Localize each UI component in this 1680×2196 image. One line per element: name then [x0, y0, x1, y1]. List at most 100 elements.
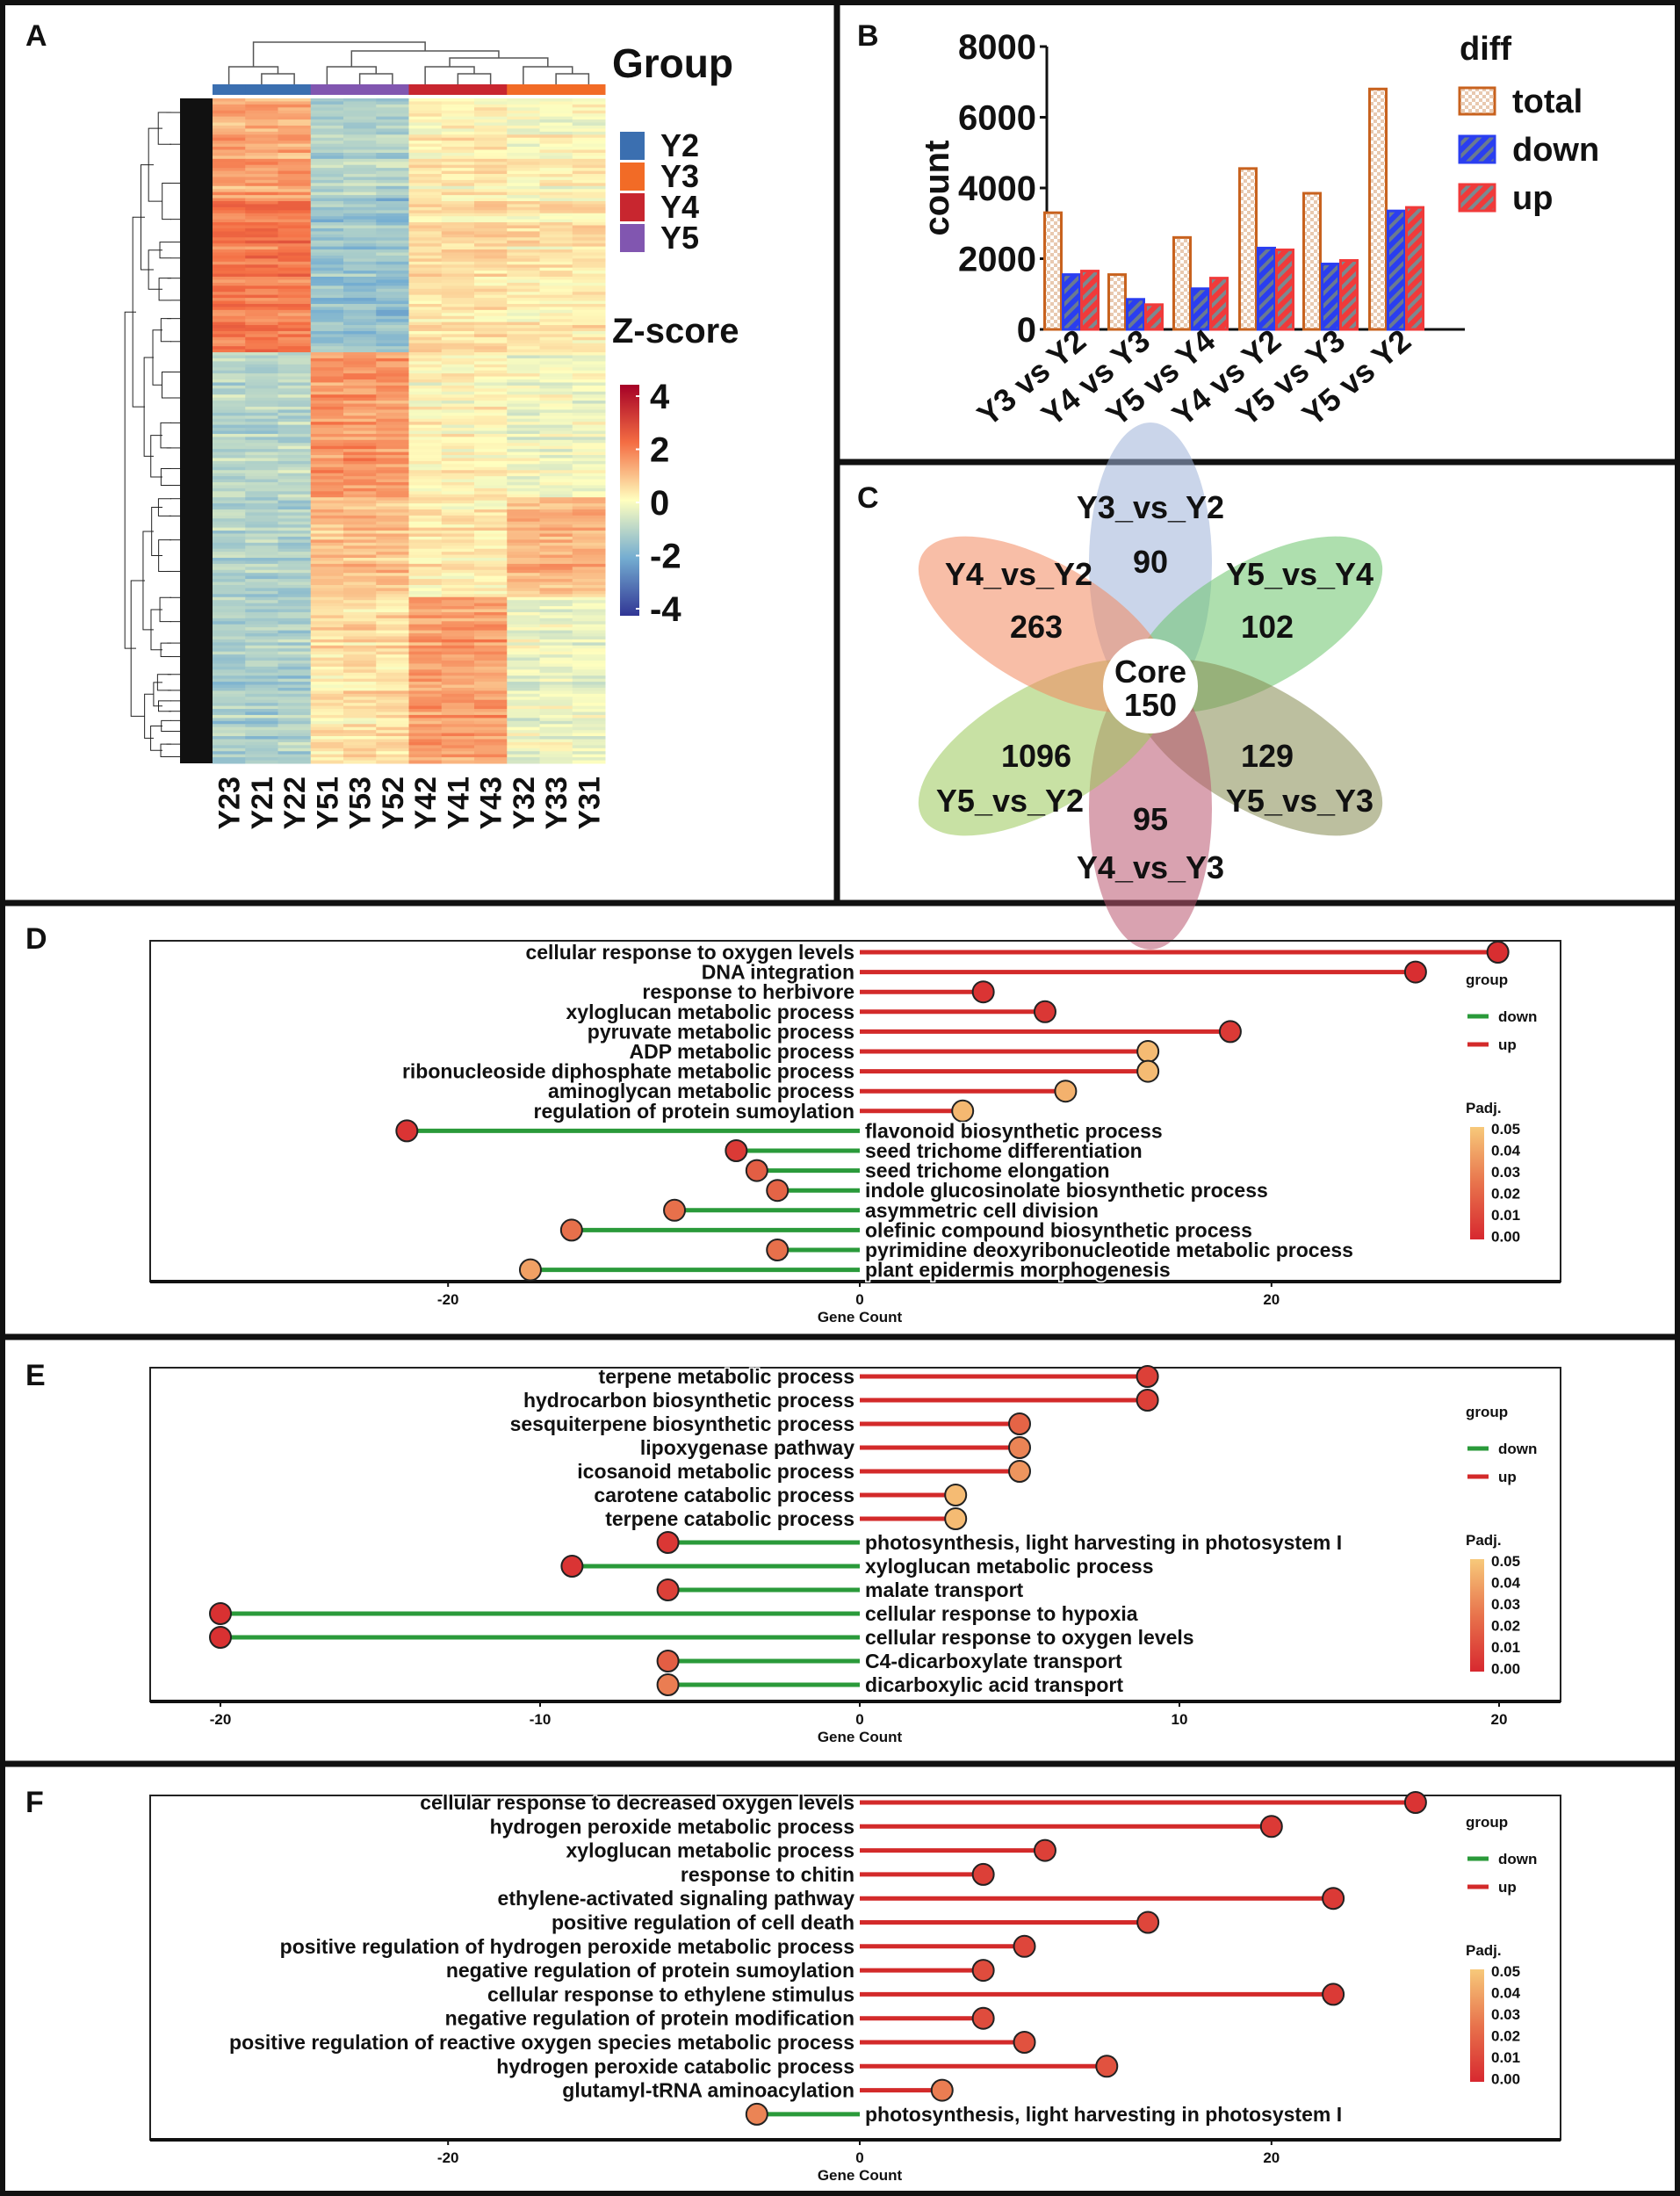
heatmap-cell	[507, 609, 540, 613]
x-tick-label: 20	[1491, 1711, 1508, 1728]
heatmap-cell	[278, 134, 312, 139]
heatmap-cell	[310, 279, 344, 284]
column-label: Y31	[573, 777, 606, 830]
heatmap-cell	[539, 678, 573, 683]
heatmap-cell	[278, 703, 312, 707]
heatmap-cell	[441, 445, 475, 450]
go-term-label: seed trichome differentiation	[865, 1139, 1143, 1162]
heatmap-cell	[310, 277, 344, 280]
heatmap-cell	[310, 606, 344, 610]
heatmap-cell	[507, 309, 540, 314]
heatmap-cell	[539, 231, 573, 235]
heatmap-cell	[376, 633, 409, 637]
bar-total	[1368, 87, 1388, 331]
heatmap-cell	[441, 527, 475, 531]
heatmap-cell	[539, 271, 573, 275]
zscore-legend-title: Z-score	[612, 312, 739, 350]
heatmap-cell	[245, 466, 278, 471]
heatmap-cell	[474, 654, 508, 659]
heatmap-cell	[539, 394, 573, 399]
heatmap-cell	[310, 458, 344, 462]
heatmap-cell	[539, 554, 573, 559]
heatmap-cell	[213, 183, 246, 187]
heatmap-cell	[310, 243, 344, 248]
heatmap-cell	[376, 624, 409, 628]
heatmap-cell	[310, 724, 344, 728]
heatmap-cell	[310, 422, 344, 426]
heatmap-cell	[278, 422, 312, 426]
heatmap-cell	[441, 107, 475, 112]
heatmap-cell	[507, 527, 540, 531]
heatmap-cell	[245, 200, 278, 205]
heatmap-cell	[310, 298, 344, 302]
heatmap-cell	[376, 503, 409, 508]
heatmap-cell	[441, 415, 475, 420]
heatmap-cell	[441, 439, 475, 444]
heatmap-cell	[572, 663, 606, 668]
heatmap-cell	[408, 191, 443, 196]
heatmap-cell	[441, 143, 475, 148]
heatmap-cell	[310, 645, 344, 649]
heatmap-cell	[213, 720, 246, 725]
heatmap-cell	[441, 518, 475, 523]
group-color-bar-cell	[507, 84, 540, 95]
heatmap-cell	[245, 712, 278, 716]
heatmap-cell	[343, 391, 377, 395]
column-label: Y22	[278, 777, 312, 830]
heatmap-cell	[474, 466, 508, 471]
heatmap-cell	[245, 757, 278, 762]
heatmap-cell	[278, 388, 312, 393]
heatmap-cell	[539, 458, 573, 462]
go-term-label: negative regulation of protein sumoylati…	[446, 1959, 854, 1982]
heatmap-cell	[408, 288, 443, 293]
heatmap-cell	[441, 703, 475, 707]
heatmap-cell	[343, 137, 377, 141]
heatmap-cell	[343, 394, 377, 399]
heatmap-cell	[572, 687, 606, 691]
heatmap-cell	[441, 216, 475, 220]
heatmap-cell	[474, 164, 508, 169]
heatmap-cell	[572, 488, 606, 492]
heatmap-cell	[408, 307, 443, 311]
heatmap-cell	[376, 460, 409, 465]
heatmap-cell	[539, 669, 573, 674]
heatmap-cell	[539, 418, 573, 423]
heatmap-cell	[278, 470, 312, 474]
heatmap-cell	[408, 748, 443, 752]
heatmap-cell	[245, 479, 278, 483]
heatmap-cell	[376, 473, 409, 477]
heatmap-cell	[408, 648, 443, 653]
heatmap-cell	[310, 147, 344, 150]
heatmap-cell	[474, 137, 508, 141]
go-term-label: hydrogen peroxide metabolic process	[490, 1815, 854, 1838]
heatmap-cell	[278, 191, 312, 196]
heatmap-cell	[408, 445, 443, 450]
heatmap-cell	[408, 255, 443, 259]
heatmap-cell	[507, 645, 540, 649]
heatmap-cell	[474, 554, 508, 559]
heatmap-cell	[310, 548, 344, 553]
heatmap-cell	[278, 307, 312, 311]
heatmap-cell	[572, 494, 606, 498]
heatmap-cell	[376, 745, 409, 749]
dendrogram-branch	[424, 66, 475, 84]
heatmap-cell	[441, 642, 475, 647]
heatmap-cell	[441, 430, 475, 435]
heatmap-cell	[343, 164, 377, 169]
heatmap-cell	[376, 174, 409, 177]
heatmap-cell	[310, 155, 344, 160]
heatmap-cell	[474, 533, 508, 538]
heatmap-cell	[278, 107, 312, 112]
heatmap-cell	[376, 588, 409, 592]
heatmap-cell	[213, 476, 246, 480]
heatmap-cell	[343, 573, 377, 577]
heatmap-cell	[343, 179, 377, 184]
heatmap-cell	[310, 760, 344, 764]
go-term-label: response to chitin	[681, 1863, 854, 1886]
heatmap-cell	[408, 521, 443, 525]
heatmap-cell	[474, 385, 508, 389]
heatmap-cell	[441, 720, 475, 725]
heatmap-cell	[474, 228, 508, 232]
heatmap-cell	[213, 355, 246, 359]
heatmap-cell	[507, 134, 540, 139]
